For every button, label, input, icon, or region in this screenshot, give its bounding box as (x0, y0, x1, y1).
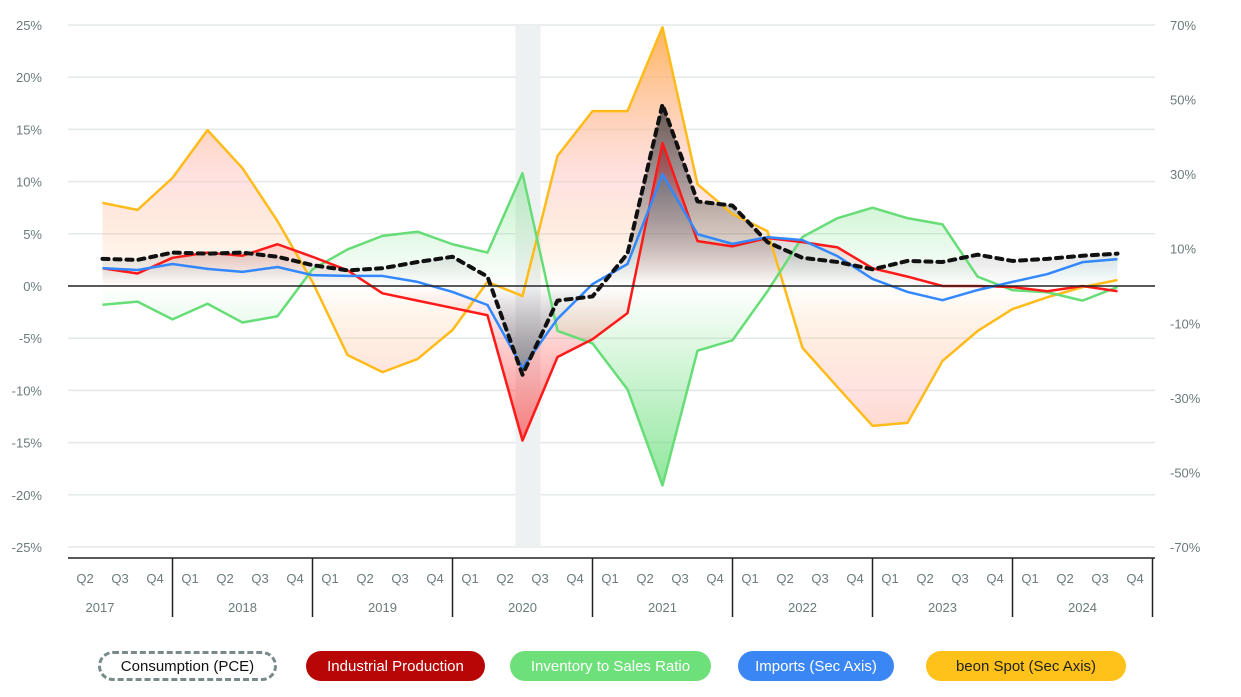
x-axis-quarter-label: Q4 (1126, 571, 1143, 586)
legend-item-industrial-production[interactable]: Industrial Production (306, 651, 485, 681)
right-axis-tick-label: -50% (1170, 465, 1201, 480)
series-fills (102, 27, 1118, 486)
x-axis-quarter-label: Q3 (111, 571, 128, 586)
x-axis-quarter-label: Q4 (846, 571, 863, 586)
legend-item-inventory-sales[interactable]: Inventory to Sales Ratio (510, 651, 711, 681)
left-axis-tick-label: -10% (12, 383, 43, 398)
right-axis-tick-label: 70% (1170, 18, 1196, 33)
right-axis-tick-label: -70% (1170, 540, 1201, 555)
x-axis-quarter-label: Q3 (671, 571, 688, 586)
left-axis-tick-label: -5% (19, 331, 43, 346)
right-axis-tick-label: 10% (1170, 242, 1196, 257)
x-axis-quarter-label: Q4 (986, 571, 1003, 586)
x-axis-quarter-label: Q1 (461, 571, 478, 586)
right-axis-tick-label: -30% (1170, 391, 1201, 406)
x-axis-year-label: 2018 (228, 600, 257, 615)
x-axis-quarter-label: Q1 (741, 571, 758, 586)
chart: 25% 20% 15% 10% 5% 0% -5% -10% -15% -20% -25% 70% 50… (12, 18, 1201, 617)
left-axis-tick-label: 25% (16, 18, 42, 33)
x-axis-year-label: 2022 (788, 600, 817, 615)
x-axis-quarter-label: Q3 (951, 571, 968, 586)
x-axis-quarter-label: Q3 (811, 571, 828, 586)
legend-item-consumption[interactable]: Consumption (PCE) (98, 651, 277, 681)
legend-item-beon-spot[interactable]: beon Spot (Sec Axis) (926, 651, 1126, 681)
axes: 25% 20% 15% 10% 5% 0% -5% -10% -15% -20% -25% 70% 50… (12, 18, 1201, 617)
x-axis-year-label: 2024 (1068, 600, 1097, 615)
left-axis-tick-label: -25% (12, 540, 43, 555)
series-line-consumption-pce- (100, 102, 1120, 377)
x-axis-quarter-label: Q1 (321, 571, 338, 586)
x-axis-quarter-label: Q4 (286, 571, 303, 586)
x-axis-quarter-label: Q4 (706, 571, 723, 586)
x-axis-quarter-label: Q2 (356, 571, 373, 586)
left-axis-tick-label: -15% (12, 436, 43, 451)
x-axis-year-label: 2020 (508, 600, 537, 615)
x-axis-quarter-label: Q1 (181, 571, 198, 586)
legend-label: Inventory to Sales Ratio (530, 657, 691, 675)
left-axis-tick-label: 15% (16, 122, 42, 137)
x-axis-year-label: 2021 (648, 600, 677, 615)
legend-item-imports[interactable]: Imports (Sec Axis) (738, 651, 894, 681)
left-axis-tick-label: 5% (23, 227, 42, 242)
series-line-inventory-to-sales-ratio (102, 171, 1118, 487)
legend: Consumption (PCE) Industrial Production … (0, 651, 1241, 683)
legend-label: Imports (Sec Axis) (755, 657, 877, 675)
x-axis-quarter-label: Q4 (146, 571, 163, 586)
x-axis-quarter-label: Q4 (426, 571, 443, 586)
x-axis-quarter-label: Q1 (1021, 571, 1038, 586)
x-axis-quarter-label: Q2 (76, 571, 93, 586)
left-axis-tick-label: 0% (23, 279, 42, 294)
right-axis-tick-label: 30% (1170, 167, 1196, 182)
x-axis-quarter-label: Q2 (496, 571, 513, 586)
x-axis-quarter-label: Q1 (881, 571, 898, 586)
x-axis-year-label: 2023 (928, 600, 957, 615)
x-axis-year-label: 2019 (368, 600, 397, 615)
legend-label: Industrial Production (327, 657, 464, 675)
x-axis-quarter-label: Q3 (251, 571, 268, 586)
series-fill-2 (102, 173, 1118, 486)
series-fill-4 (102, 27, 1118, 426)
x-axis-quarter-label: Q4 (566, 571, 583, 586)
series-line-beon-spot-sec-axis- (102, 25, 1118, 428)
series-lines (100, 25, 1120, 487)
x-axis-quarter-label: Q2 (916, 571, 933, 586)
x-axis-quarter-label: Q2 (216, 571, 233, 586)
left-axis-tick-label: 20% (16, 70, 42, 85)
x-axis-quarter-label: Q1 (601, 571, 618, 586)
x-axis-quarter-label: Q3 (1091, 571, 1108, 586)
x-axis-quarter-label: Q2 (636, 571, 653, 586)
x-axis-year-label: 2017 (86, 600, 115, 615)
x-axis-quarter-label: Q2 (776, 571, 793, 586)
legend-label: Consumption (PCE) (120, 657, 255, 675)
left-axis-tick-label: 10% (16, 175, 42, 190)
legend-label: beon Spot (Sec Axis) (955, 657, 1097, 675)
series-fill-1 (102, 142, 1118, 441)
right-axis-tick-label: 50% (1170, 93, 1196, 108)
x-axis-quarter-label: Q3 (391, 571, 408, 586)
x-axis-quarter-label: Q2 (1056, 571, 1073, 586)
left-axis-tick-label: -20% (12, 488, 43, 503)
x-axis-quarter-label: Q3 (531, 571, 548, 586)
right-axis-tick-label: -10% (1170, 316, 1201, 331)
